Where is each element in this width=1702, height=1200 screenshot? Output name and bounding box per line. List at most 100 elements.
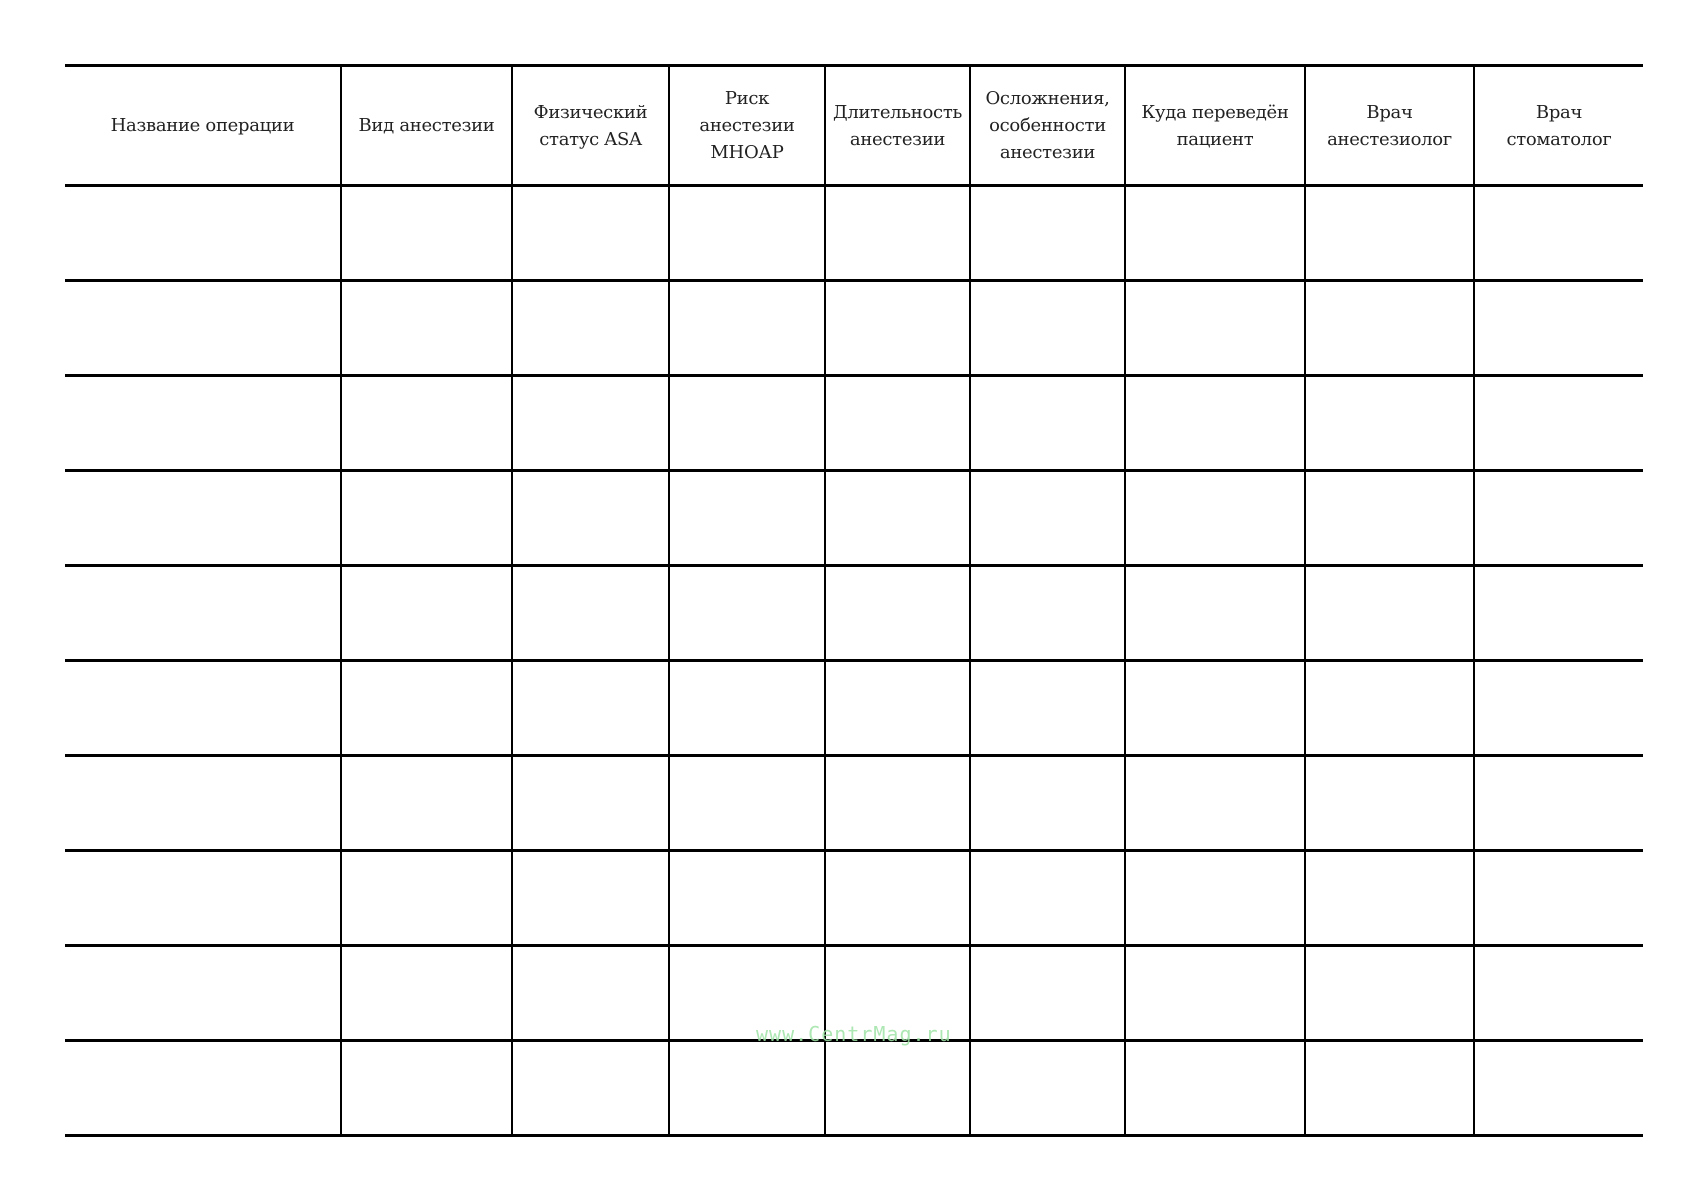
column-header: Физический статус ASA (511, 64, 670, 187)
table-cell[interactable] (1473, 849, 1643, 947)
table-cell[interactable] (65, 1039, 342, 1137)
table-cell[interactable] (340, 1039, 513, 1137)
table-cell[interactable] (969, 659, 1126, 757)
table-cell[interactable] (1473, 469, 1643, 567)
table-cell[interactable] (668, 754, 826, 852)
table-cell[interactable] (511, 564, 670, 662)
table-cell[interactable] (824, 1039, 971, 1137)
table-cell[interactable] (340, 754, 513, 852)
table-cell[interactable] (65, 564, 342, 662)
table-cell[interactable] (340, 564, 513, 662)
table-cell[interactable] (969, 374, 1126, 472)
column-header-text: Риск (724, 88, 770, 109)
table-cell[interactable] (824, 944, 971, 1042)
table-cell[interactable] (824, 184, 971, 282)
table-cell[interactable] (511, 469, 670, 567)
table-cell[interactable] (1304, 659, 1475, 757)
table-cell[interactable] (1124, 849, 1306, 947)
table-cell[interactable] (824, 374, 971, 472)
table-cell[interactable] (340, 659, 513, 757)
column-header: Длительность анестезии (824, 64, 971, 187)
table-cell[interactable] (668, 659, 826, 757)
table-cell[interactable] (824, 469, 971, 567)
table-cell[interactable] (340, 849, 513, 947)
table-cell[interactable] (1473, 374, 1643, 472)
table-cell[interactable] (1124, 279, 1306, 377)
table-cell[interactable] (1473, 1039, 1643, 1137)
table-cell[interactable] (65, 659, 342, 757)
table-cell[interactable] (1473, 944, 1643, 1042)
table-cell[interactable] (511, 659, 670, 757)
table-cell[interactable] (511, 374, 670, 472)
table-cell[interactable] (511, 1039, 670, 1137)
table-cell[interactable] (1304, 944, 1475, 1042)
table-cell[interactable] (1124, 184, 1306, 282)
table-cell[interactable] (511, 184, 670, 282)
table-cell[interactable] (1124, 944, 1306, 1042)
table-cell[interactable] (511, 754, 670, 852)
table-cell[interactable] (1473, 659, 1643, 757)
table-cell[interactable] (1124, 564, 1306, 662)
table-cell[interactable] (969, 754, 1126, 852)
column-header-text: анестезиолог (1327, 128, 1452, 150)
table-cell[interactable] (668, 944, 826, 1042)
table-cell[interactable] (1473, 564, 1643, 662)
table-cell[interactable] (340, 279, 513, 377)
table-cell[interactable] (824, 659, 971, 757)
table-row (65, 754, 1643, 852)
table-cell[interactable] (1304, 754, 1475, 852)
anesthesia-journal-table: Название операции Вид анестезии Физический… (65, 64, 1643, 1137)
table-cell[interactable] (1473, 754, 1643, 852)
table-cell[interactable] (969, 1039, 1126, 1137)
table-cell[interactable] (1304, 1039, 1475, 1137)
table-cell[interactable] (969, 469, 1126, 567)
table-cell[interactable] (65, 374, 342, 472)
table-cell[interactable] (824, 754, 971, 852)
table-cell[interactable] (668, 1039, 826, 1137)
table-cell[interactable] (1124, 469, 1306, 567)
table-cell[interactable] (1124, 1039, 1306, 1137)
table-cell[interactable] (1304, 469, 1475, 567)
table-cell[interactable] (65, 184, 342, 282)
table-cell[interactable] (1124, 374, 1306, 472)
table-cell[interactable] (340, 469, 513, 567)
table-cell[interactable] (824, 564, 971, 662)
table-cell[interactable] (668, 279, 826, 377)
table-cell[interactable] (668, 374, 826, 472)
table-cell[interactable] (1304, 849, 1475, 947)
column-header-text: статус ASA (539, 128, 642, 150)
column-header-text: Осложнения, (985, 88, 1110, 109)
table-cell[interactable] (824, 849, 971, 947)
table-cell[interactable] (668, 469, 826, 567)
table-cell[interactable] (1304, 374, 1475, 472)
column-header-text: стоматолог (1506, 128, 1612, 150)
table-cell[interactable] (511, 944, 670, 1042)
table-cell[interactable] (1473, 279, 1643, 377)
table-cell[interactable] (969, 849, 1126, 947)
table-cell[interactable] (1124, 659, 1306, 757)
table-cell[interactable] (1124, 754, 1306, 852)
table-cell[interactable] (668, 849, 826, 947)
table-cell[interactable] (1304, 279, 1475, 377)
table-cell[interactable] (511, 849, 670, 947)
table-cell[interactable] (1304, 184, 1475, 282)
table-cell[interactable] (824, 279, 971, 377)
table-cell[interactable] (668, 564, 826, 662)
table-cell[interactable] (65, 944, 342, 1042)
column-header-text: особенности (989, 115, 1106, 136)
table-cell[interactable] (511, 279, 670, 377)
table-cell[interactable] (65, 849, 342, 947)
table-cell[interactable] (969, 944, 1126, 1042)
table-cell[interactable] (969, 184, 1126, 282)
table-cell[interactable] (65, 469, 342, 567)
table-cell[interactable] (969, 564, 1126, 662)
table-cell[interactable] (1473, 184, 1643, 282)
table-cell[interactable] (340, 184, 513, 282)
table-cell[interactable] (340, 374, 513, 472)
table-cell[interactable] (969, 279, 1126, 377)
table-cell[interactable] (668, 184, 826, 282)
table-cell[interactable] (340, 944, 513, 1042)
table-cell[interactable] (65, 754, 342, 852)
table-cell[interactable] (65, 279, 342, 377)
table-cell[interactable] (1304, 564, 1475, 662)
